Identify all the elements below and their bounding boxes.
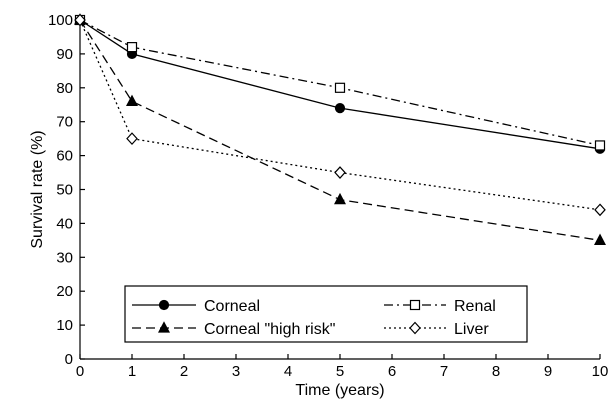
data-point <box>594 140 606 151</box>
y-tick-label: 20 <box>56 283 73 300</box>
x-tick-label: 7 <box>440 363 448 380</box>
legend-marker <box>409 299 421 311</box>
y-tick-label: 10 <box>56 317 73 334</box>
x-tick-label: 4 <box>284 363 292 380</box>
data-point <box>334 103 346 114</box>
y-tick-label: 60 <box>56 148 73 165</box>
x-tick-label: 6 <box>388 363 396 380</box>
legend-label: Corneal "high risk" <box>204 321 335 338</box>
x-tick-label: 3 <box>232 363 240 380</box>
series-renal <box>74 14 606 151</box>
legend-label: Renal <box>454 298 496 315</box>
x-axis-ticks: 0 1 2 3 4 5 6 7 8 9 10 <box>76 354 609 380</box>
y-tick-label: 50 <box>56 182 73 199</box>
legend-marker <box>158 321 170 333</box>
series-layer <box>74 13 606 245</box>
x-tick-label: 9 <box>544 363 552 380</box>
series-liver <box>74 13 606 217</box>
series-line <box>79 19 601 241</box>
legend-marker <box>158 299 170 311</box>
series-line <box>79 19 601 211</box>
data-point <box>334 82 346 93</box>
y-tick-label: 70 <box>56 114 73 131</box>
legend-marker <box>409 321 421 335</box>
x-tick-label: 2 <box>180 363 188 380</box>
series-line <box>79 19 601 147</box>
x-tick-label: 10 <box>592 363 609 380</box>
data-point <box>594 203 606 217</box>
y-tick-label: 40 <box>56 215 73 232</box>
data-point <box>74 13 86 27</box>
legend: Corneal Renal Corneal "high risk" Liver <box>124 285 528 343</box>
y-tick-label: 0 <box>65 351 73 368</box>
y-tick-label: 80 <box>56 80 73 97</box>
data-point <box>126 42 138 53</box>
x-tick-label: 8 <box>492 363 500 380</box>
data-point <box>126 94 138 106</box>
data-point <box>594 233 606 245</box>
legend-label: Corneal <box>204 298 260 315</box>
x-axis-title: Time (years) <box>295 382 384 399</box>
y-tick-label: 30 <box>56 249 73 266</box>
y-tick-label: 100 <box>48 12 73 29</box>
data-point <box>334 166 346 179</box>
y-tick-label: 90 <box>56 46 73 63</box>
series-line <box>79 19 601 150</box>
x-tick-label: 1 <box>128 363 136 380</box>
y-axis-ticks: 0 10 20 30 40 50 60 70 80 90 100 <box>48 12 85 368</box>
x-tick-label: 0 <box>76 363 84 380</box>
x-tick-label: 5 <box>336 363 344 380</box>
legend-box <box>124 285 528 343</box>
data-point <box>334 192 346 205</box>
data-point <box>126 132 138 146</box>
legend-label: Liver <box>454 321 489 338</box>
y-axis-title: Survival rate (%) <box>29 130 46 248</box>
